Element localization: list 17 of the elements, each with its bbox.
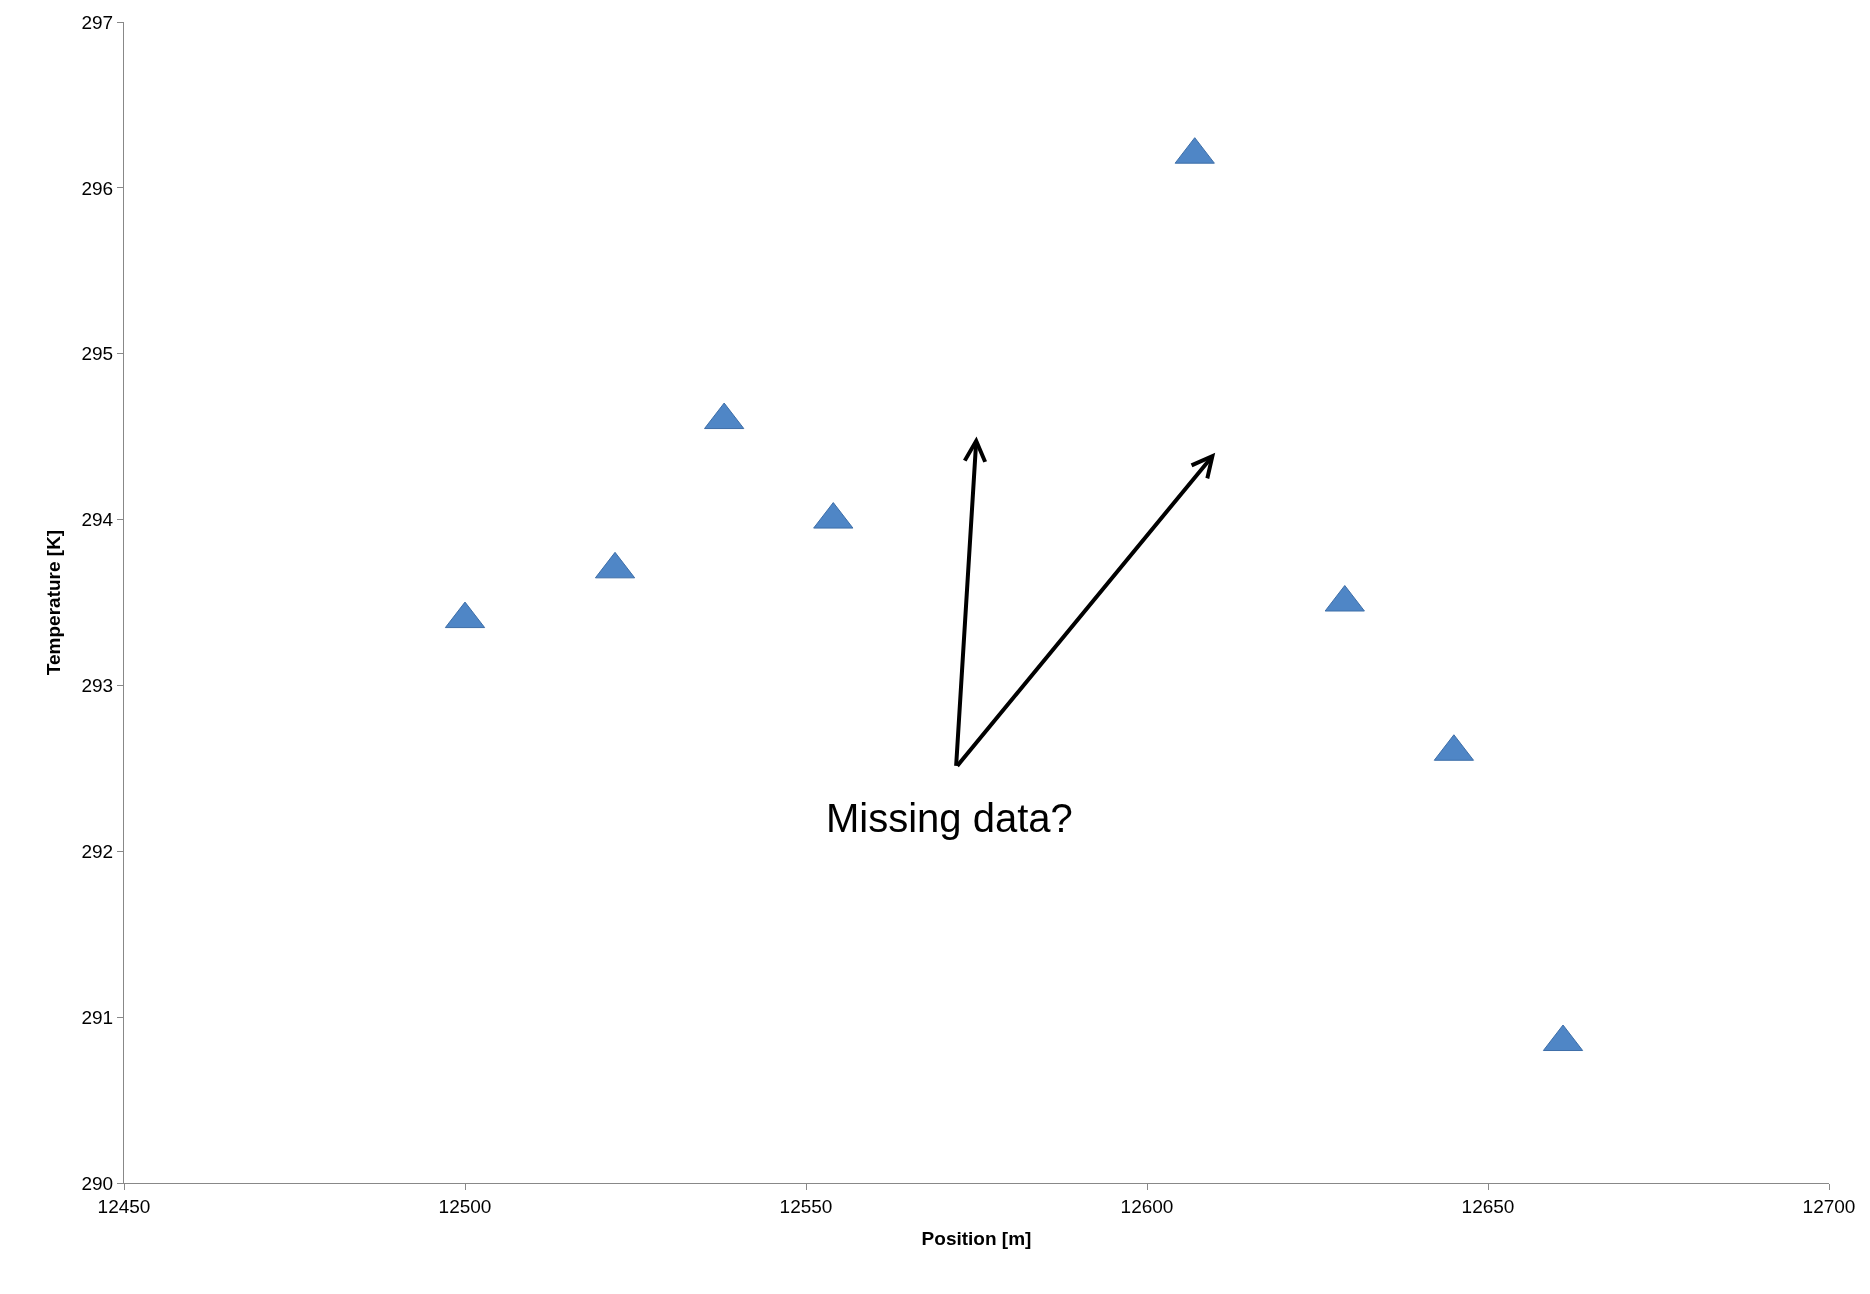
y-tick-label: 293 bbox=[81, 675, 114, 697]
y-axis-title: Temperature [K] bbox=[43, 529, 65, 676]
x-tick-label: 12500 bbox=[438, 1195, 492, 1217]
x-tick-label: 12650 bbox=[1461, 1195, 1515, 1217]
y-tick-label: 296 bbox=[81, 177, 114, 199]
y-tick-label: 290 bbox=[81, 1172, 114, 1194]
x-tick-label: 12600 bbox=[1120, 1195, 1174, 1217]
x-tick-label: 12450 bbox=[97, 1195, 151, 1217]
y-tick-label: 295 bbox=[81, 343, 114, 365]
y-tick-label: 291 bbox=[81, 1006, 114, 1028]
y-tick-label: 294 bbox=[81, 509, 114, 531]
x-tick-label: 12700 bbox=[1802, 1195, 1856, 1217]
y-tick-label: 297 bbox=[81, 11, 114, 33]
y-tick-label: 292 bbox=[81, 840, 114, 862]
annotation: Missing data? bbox=[826, 796, 1073, 840]
x-tick-label: 12550 bbox=[779, 1195, 833, 1217]
x-axis-title: Position [m] bbox=[921, 1227, 1032, 1249]
